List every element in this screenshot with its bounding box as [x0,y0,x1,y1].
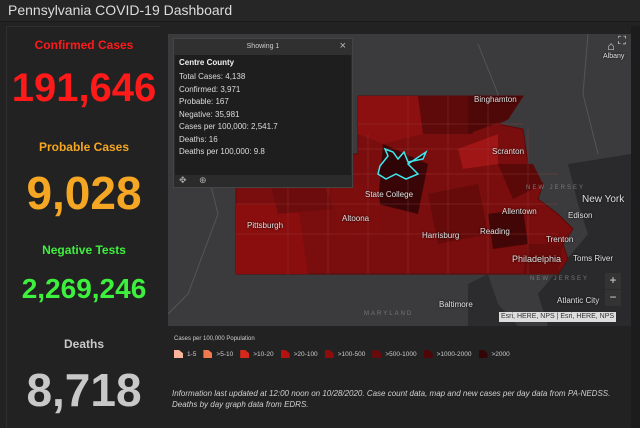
city-label-atlantic-city: Atlantic City [557,296,600,305]
legend-label: 1-5 [187,350,197,358]
negative-tests-stat: Negative Tests 2,269,246 [7,243,161,303]
stats-panel: Confirmed Cases 191,646 Probable Cases 9… [6,26,160,428]
deaths-label: Deaths [63,337,104,351]
confirmed-cases-label: Confirmed Cases [34,38,134,52]
popup-probable: Probable: 167 [179,97,229,106]
legend-label: >500-1000 [385,350,417,358]
map-attribution: Esri, HERE, NPS | Esri, HERE, NPS [499,312,617,322]
legend-swatch-icon [280,350,290,358]
probable-cases-label: Probable Cases [38,140,130,154]
legend-item: >20-100 [280,350,318,358]
legend: 1-5 >5-10 >10-20 >20-100 >100-500 >500-1… [174,348,517,360]
legend-label: >5-10 [216,350,234,358]
city-label-state-college: State College [365,190,414,199]
legend-swatch-icon [372,350,382,358]
legend-item: 1-5 [174,350,196,358]
popup-confirmed: Confirmed: 3,971 [179,84,241,94]
popup-body: Centre County Total Cases: 4,138 Confirm… [175,55,351,175]
home-button[interactable]: ⌂ [603,39,619,55]
negative-tests-value: 2,269,246 [21,273,147,304]
popup-deaths-per-100k: Deaths per 100,000: 9.8 [179,147,265,156]
city-label-baltimore: Baltimore [439,300,473,309]
legend-item: >5-10 [203,350,233,358]
city-label-edison: Edison [568,211,593,220]
county-popup: Showing 1 × Centre County Total Cases: 4… [173,38,353,188]
legend-swatch-icon [240,350,250,358]
fullscreen-button[interactable]: ⛶ [614,34,630,50]
city-label-harrisburg: Harrisburg [422,231,460,240]
home-icon: ⌂ [607,39,615,53]
zoom-to-icon[interactable]: ⊕ [199,175,207,185]
city-label-philadelphia: Philadelphia [512,254,562,264]
legend-item: >100-500 [324,350,366,358]
legend-label: >2000 [491,350,510,358]
legend-label: >100-500 [337,350,366,358]
popup-title: Centre County [179,58,235,67]
confirmed-cases-value: 191,646 [11,66,157,110]
plus-icon: + [609,273,617,287]
pan-icon[interactable]: ✥ [179,175,187,185]
city-label-scranton: Scranton [492,147,525,156]
deaths-value: 8,718 [26,364,142,416]
state-label-maryland: MARYLAND [364,311,414,317]
minus-icon: − [609,290,617,304]
legend-item: >1000-2000 [423,350,472,358]
city-label-pittsburgh: Pittsburgh [247,221,284,230]
legend-swatch-icon [324,350,334,358]
legend-swatch-icon [174,350,183,358]
popup-cases-per-100k: Cases per 100,000: 2,541.7 [179,122,278,131]
city-label-allentown: Allentown [502,207,537,216]
popup-negative: Negative: 35,981 [179,109,240,119]
header-bar: Pennsylvania COVID-19 Dashboard [0,0,640,22]
city-label-trenton: Trenton [546,235,574,244]
close-icon[interactable]: × [339,40,346,52]
popup-footer: ✥ ⊕ [174,175,352,188]
legend-item: >500-1000 [372,350,417,358]
legend-swatch-icon [423,350,433,358]
popup-total-cases: Total Cases: 4,138 [179,72,246,81]
legend-item: >10-20 [240,350,274,358]
city-label-altoona: Altoona [342,214,370,223]
negative-tests-label: Negative Tests [42,243,126,257]
state-label-new-jersey-north: NEW JERSEY [526,185,586,191]
page-title: Pennsylvania COVID-19 Dashboard [8,2,233,18]
city-label-binghamton: Binghamton [474,95,517,104]
legend-swatch-icon [203,350,213,358]
zoom-out-button[interactable]: − [605,290,621,306]
city-label-new-york: New York [582,194,625,205]
probable-cases-value: 9,028 [26,167,142,219]
city-label-albany: Albany [603,53,625,60]
probable-cases-stat: Probable Cases 9,028 [7,140,161,216]
city-label-toms-river: Toms River [573,254,614,263]
update-info-text: Information last updated at 12:00 noon o… [172,389,611,409]
legend-swatch-icon [478,350,488,358]
deaths-stat: Deaths 8,718 [7,337,161,413]
legend-label: >1000-2000 [436,350,472,358]
confirmed-cases-stat: Confirmed Cases 191,646 [7,38,161,108]
legend-label: >20-100 [293,350,318,358]
legend-label: >10-20 [253,350,274,358]
fullscreen-icon: ⛶ [618,35,626,47]
legend-title: Cases per 100,000 Population [174,336,255,342]
city-label-reading: Reading [480,227,510,236]
legend-item: >2000 [478,350,510,358]
state-label-new-jersey-south: NEW JERSEY [530,276,590,282]
popup-deaths: Deaths: 16 [179,134,218,144]
scrollbar[interactable] [631,26,640,428]
zoom-in-button[interactable]: + [605,273,621,289]
popup-header: Showing 1 [174,39,352,55]
